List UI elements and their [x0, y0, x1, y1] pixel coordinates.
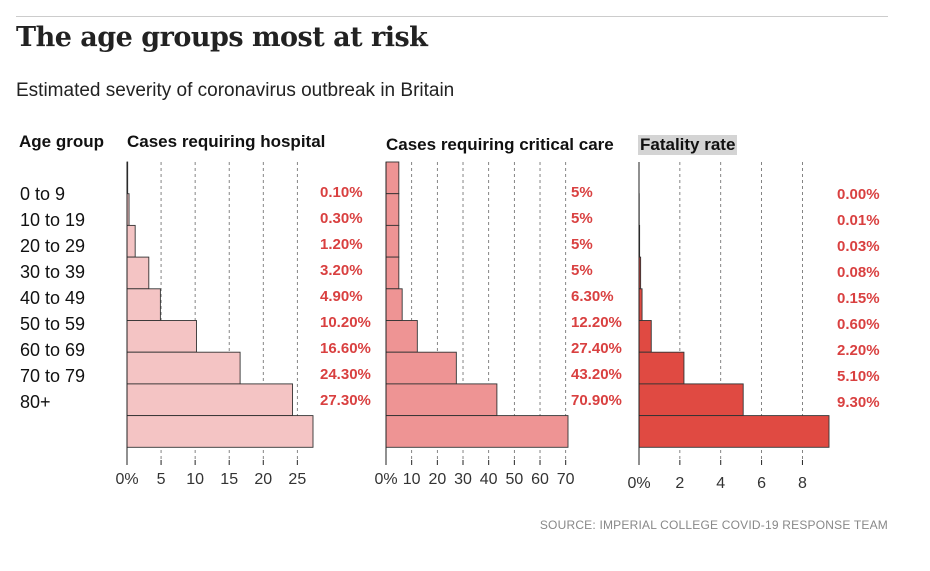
top-rule	[16, 16, 888, 17]
fatality-bar-7	[638, 351, 685, 385]
critical-value-label-9: 70.90%	[571, 392, 622, 409]
critical-tick-label-60: 60	[531, 471, 549, 488]
hospital-bar-9	[126, 415, 314, 448]
hospital-value-label-7: 16.60%	[320, 340, 371, 357]
critical-bar-1	[385, 161, 400, 195]
critical-bar-2	[385, 193, 400, 226]
hospital-value-label-5: 4.90%	[320, 288, 363, 305]
fatality-tick-label-4: 4	[716, 475, 725, 492]
critical-tick-label-0: 0%	[374, 471, 397, 488]
critical-value-label-2: 5%	[571, 210, 593, 227]
fatality-value-label-9: 9.30%	[837, 394, 880, 411]
hospital-tick-label-25: 25	[288, 471, 306, 488]
age-label-70-79: 70 to 79	[20, 366, 86, 386]
critical-value-label-3: 5%	[571, 236, 593, 253]
critical-tick-label-20: 20	[428, 471, 446, 488]
fatality-value-label-7: 2.20%	[837, 342, 880, 359]
fatality-tick-label-2: 2	[675, 475, 684, 492]
fatality-value-label-1: 0.00%	[837, 186, 880, 203]
age-label-20-29: 20 to 29	[20, 236, 86, 256]
hospital-tick-label-5: 5	[157, 471, 166, 488]
hospital-value-label-9: 27.30%	[320, 392, 371, 409]
critical-tick-label-10: 10	[403, 471, 421, 488]
chart-title: The age groups most at risk	[16, 22, 428, 53]
hospital-value-label-3: 1.20%	[320, 236, 363, 253]
critical-value-label-5: 6.30%	[571, 288, 614, 305]
fatality-value-label-8: 5.10%	[837, 368, 880, 385]
critical-bar-5	[385, 288, 403, 321]
age-label-80-plus: 80+	[20, 392, 51, 412]
fatality-value-label-3: 0.03%	[837, 238, 880, 255]
fatality-tick-label-6: 6	[757, 475, 766, 492]
age-label-60-69: 60 to 69	[20, 340, 86, 360]
hospital-tick-label-0: 0%	[115, 471, 138, 488]
fatality-bar-8	[638, 383, 744, 417]
hospital-bar-5	[126, 288, 161, 321]
critical-bar-3	[385, 224, 400, 258]
hospital-tick-label-15: 15	[220, 471, 238, 488]
fatality-tick-label-8: 8	[798, 475, 807, 492]
critical-bar-7	[385, 351, 457, 385]
age-label-0-9: 0 to 9	[20, 184, 66, 204]
hospital-bar-6	[126, 320, 197, 353]
hospital-value-label-8: 24.30%	[320, 366, 371, 383]
fatality-tick-label-0: 0%	[627, 475, 650, 492]
fatality-bar-6	[638, 320, 652, 353]
hospital-bar-4	[126, 256, 150, 290]
age-group-header: Age group	[19, 132, 104, 151]
critical-value-label-8: 43.20%	[571, 366, 622, 383]
hospital-value-label-2: 0.30%	[320, 210, 363, 227]
hospital-panel-title: Cases requiring hospital	[127, 132, 326, 151]
hospital-value-label-1: 0.10%	[320, 184, 363, 201]
fatality-value-label-4: 0.08%	[837, 264, 880, 281]
critical-care-panel-title: Cases requiring critical care	[386, 135, 614, 154]
critical-bar-9	[385, 415, 569, 448]
age-label-10-19: 10 to 19	[20, 210, 86, 230]
hospital-bar-7	[126, 351, 241, 385]
critical-bar-6	[385, 320, 418, 353]
critical-tick-label-50: 50	[505, 471, 523, 488]
source-note: SOURCE: IMPERIAL COLLEGE COVID-19 RESPON…	[539, 518, 888, 532]
hospital-bar-8	[126, 383, 294, 417]
critical-tick-label-30: 30	[454, 471, 472, 488]
critical-tick-label-70: 70	[557, 471, 575, 488]
hospital-value-label-4: 3.20%	[320, 262, 363, 279]
critical-value-label-1: 5%	[571, 184, 593, 201]
critical-tick-label-40: 40	[480, 471, 498, 488]
fatality-value-label-5: 0.15%	[837, 290, 880, 307]
critical-value-label-4: 5%	[571, 262, 593, 279]
fatality-panel-title: Fatality rate	[638, 135, 738, 155]
fatality-bar-9	[638, 415, 830, 448]
age-label-50-59: 50 to 59	[20, 314, 86, 334]
fatality-value-label-6: 0.60%	[837, 316, 880, 333]
hospital-value-label-6: 10.20%	[320, 314, 371, 331]
hospital-tick-label-10: 10	[186, 471, 204, 488]
critical-value-label-6: 12.20%	[571, 314, 622, 331]
critical-bar-8	[385, 383, 498, 417]
hospital-tick-label-20: 20	[254, 471, 272, 488]
age-label-40-49: 40 to 49	[20, 288, 86, 308]
critical-value-label-7: 27.40%	[571, 340, 622, 357]
hospital-bar-3	[126, 224, 136, 258]
age-label-30-39: 30 to 39	[20, 262, 86, 282]
critical-bar-4	[385, 256, 400, 290]
chart-subtitle: Estimated severity of coronavirus outbre…	[16, 80, 455, 101]
fatality-value-label-2: 0.01%	[837, 212, 880, 229]
